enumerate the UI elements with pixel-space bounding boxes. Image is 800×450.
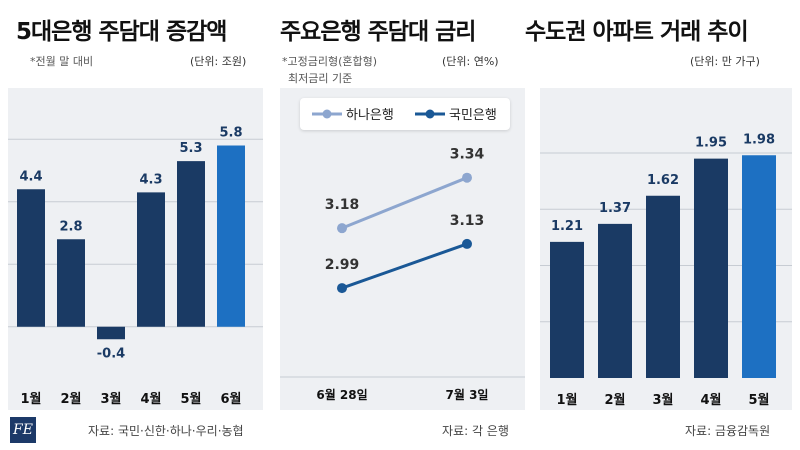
series-line-1 [341,176,468,230]
panel2-line-chart: 3.18 3.34 2.99 3.13 6월 28일 7월 3일 [280,147,525,402]
value-label: 4.4 [19,169,42,184]
category-label: 1월 [556,392,577,408]
bar-4 [137,192,165,327]
x-tick-label: 6월 28일 [316,387,367,402]
legend-label: 하나은행 [346,107,394,123]
category-label: 4월 [140,391,161,407]
legend-label: 국민은행 [449,107,497,123]
value-label: 2.8 [59,219,82,234]
data-point [462,172,472,183]
bar-1 [17,189,45,327]
value-label: 1.95 [695,136,727,151]
bar-3 [646,195,680,378]
data-point [337,283,347,294]
bar-5 [742,155,776,378]
category-label: 3월 [100,391,121,407]
panel1-background: 4.4 1월 2.8 2월 -0.4 3월 4.3 4월 5.3 5월 5.8 6월 [8,88,263,410]
data-point [462,238,472,249]
panel1-source: 자료: 국민·신한·하나·우리·농협 [88,424,244,438]
value-label: 1.62 [647,173,679,188]
panel2-note-line1: *고정금리형(혼합형) [282,55,378,68]
panel2-background: 3.18 3.34 2.99 3.13 6월 28일 7월 3일 [280,88,525,410]
category-label: 5월 [180,391,201,407]
panel3-bar-chart: 1.21 1월 1.37 2월 1.62 3월 1.95 4월 1.98 5월 [540,132,792,408]
series-line-2 [341,242,468,290]
data-point [337,223,347,234]
value-label: -0.4 [97,346,125,361]
category-label: 2월 [60,391,81,407]
bar-6 [217,145,245,327]
category-label: 3월 [652,392,673,408]
panel1-note: *전월 말 대비 [30,55,94,68]
panel2-title: 주요은행 주담대 금리 [280,19,476,45]
value-label: 3.18 [325,197,360,213]
bar-3 [97,326,125,340]
value-label: 1.98 [743,132,775,147]
bar-2 [598,223,632,378]
bar-2 [57,239,85,327]
value-label: 5.3 [179,141,202,156]
value-label: 3.13 [450,213,485,229]
value-label: 1.37 [599,201,631,216]
panel2-unit: (단위: 연%) [442,55,499,68]
category-label: 1월 [20,391,41,407]
legend-swatch-dot [425,109,435,119]
value-label: 2.99 [325,257,360,273]
category-label: 5월 [748,392,769,408]
panel3-unit: (단위: 만 가구) [690,55,760,68]
value-label: 5.8 [219,126,242,141]
panel3-source: 자료: 금융감독원 [685,424,771,438]
panel3-title: 수도권 아파트 거래 추이 [525,19,749,45]
panel1-title: 5대은행 주담대 증감액 [16,19,227,45]
legend-swatch-dot [322,109,332,119]
legend: 하나은행 국민은행 [300,98,510,130]
legend-graphic: 하나은행 국민은행 [312,107,497,123]
value-label: 1.21 [551,219,583,234]
bar-1 [550,241,584,378]
panel3-background: 1.21 1월 1.37 2월 1.62 3월 1.95 4월 1.98 5월 [540,88,792,410]
fe-logo: FE [10,417,36,443]
category-label: 4월 [700,392,721,408]
panel2-note-line2: 최저금리 기준 [288,72,353,85]
bar-5 [177,161,205,327]
panel2-source: 자료: 각 은행 [442,424,509,438]
value-label: 3.34 [450,147,485,163]
value-label: 4.3 [139,172,162,187]
category-label: 6월 [220,391,241,407]
category-label: 2월 [604,392,625,408]
bar-4 [694,158,728,378]
panel1-bar-chart: 4.4 1월 2.8 2월 -0.4 3월 4.3 4월 5.3 5월 5.8 6월 [8,126,263,407]
x-tick-label: 7월 3일 [446,387,489,402]
panel1-unit: (단위: 조원) [190,55,247,68]
